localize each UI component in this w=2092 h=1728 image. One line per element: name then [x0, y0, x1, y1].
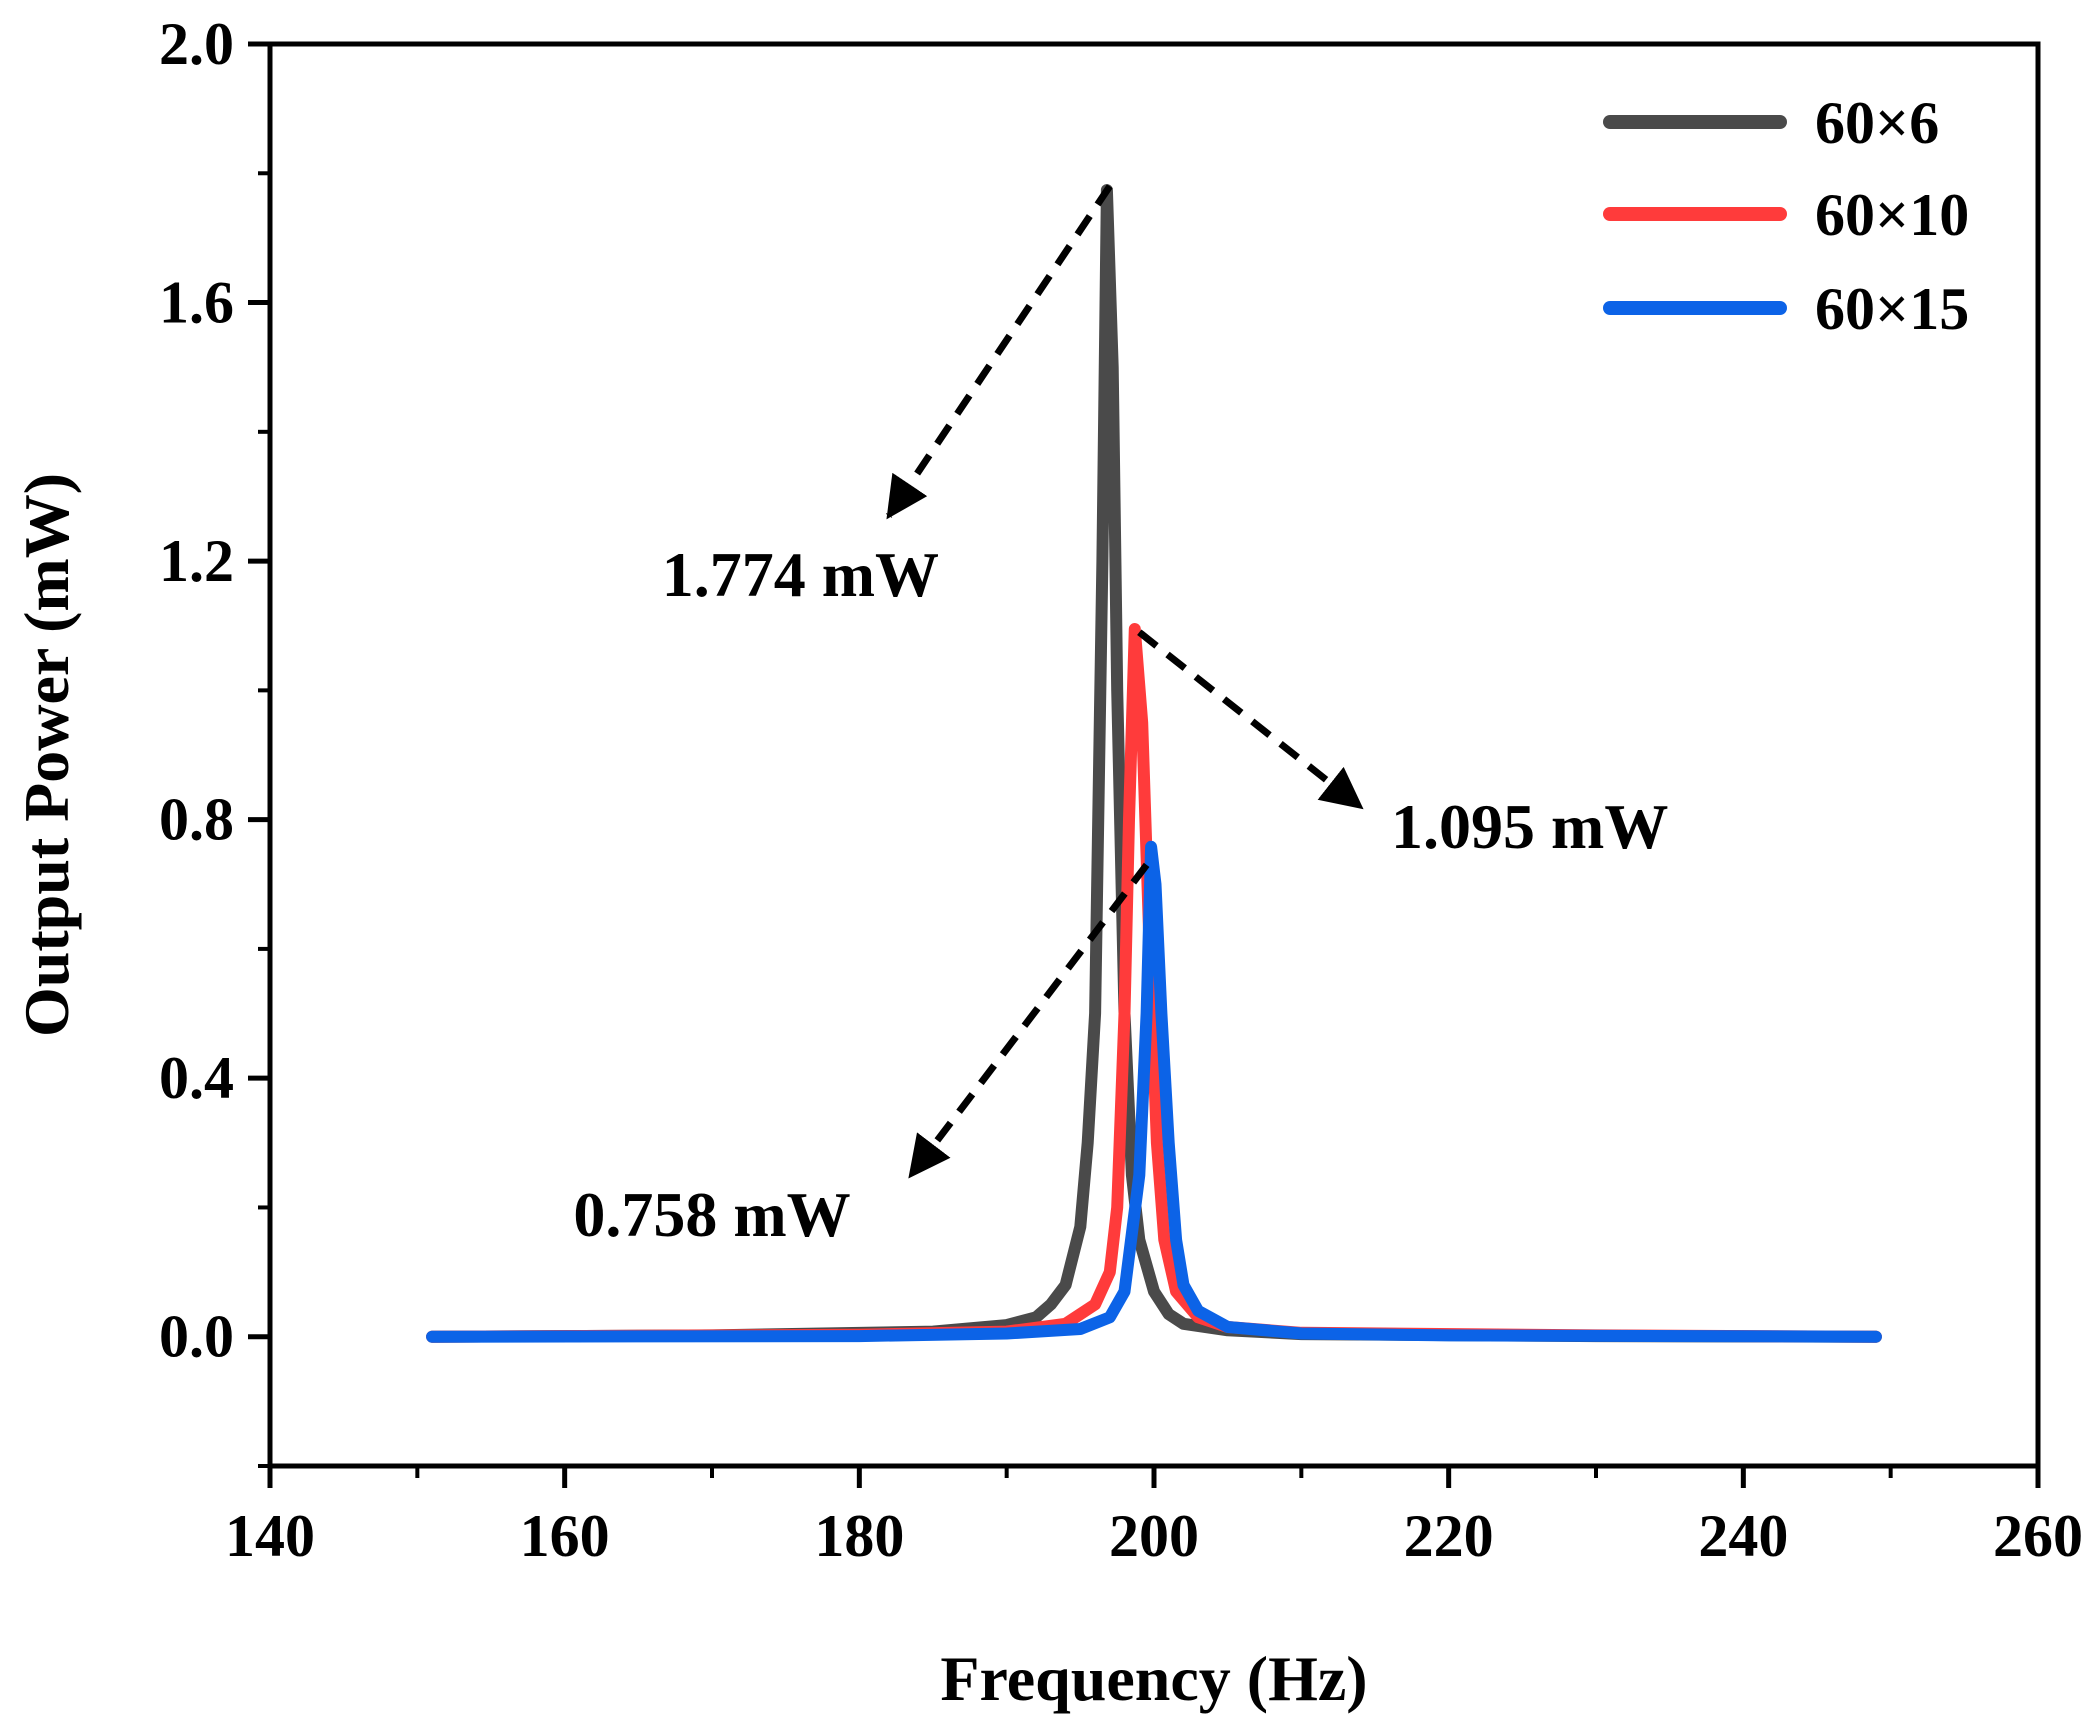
annotation-label-0: 1.774 mW	[662, 539, 939, 610]
y-axis-ticks: 0.0 0.4 0.8 1.2 1.6 2.0	[159, 11, 270, 1468]
x-tick-label: 180	[814, 1503, 904, 1569]
y-tick-label: 2.0	[159, 11, 234, 77]
plot-frame	[267, 41, 2041, 1469]
y-tick-label: 0.0	[159, 1304, 234, 1370]
x-axis-ticks: 140 160 180 200 220 240 260	[225, 1466, 2083, 1569]
x-tick-label: 260	[1993, 1503, 2083, 1569]
legend-label-60x10: 60×10	[1815, 182, 1969, 248]
y-tick-label: 1.2	[159, 528, 234, 594]
y-axis-title: Output Power (mW)	[11, 473, 82, 1037]
annotation-label-1: 1.095 mW	[1391, 791, 1668, 862]
y-tick-label: 1.6	[159, 270, 234, 336]
annotation-arrow-0	[885, 184, 1113, 520]
annotation-arrow-1	[1137, 629, 1364, 810]
x-tick-label: 200	[1109, 1503, 1199, 1569]
legend: 60×6 60×10 60×15	[1603, 90, 1969, 342]
series-layer	[426, 184, 1882, 1343]
x-tick-label: 240	[1698, 1503, 1788, 1569]
legend-label-60x6: 60×6	[1815, 90, 1939, 156]
y-tick-label: 0.8	[159, 787, 234, 853]
x-tick-label: 220	[1404, 1503, 1494, 1569]
series-line-0	[426, 184, 1882, 1343]
y-tick-label: 0.4	[159, 1045, 234, 1111]
annotation-arrow-2	[908, 862, 1150, 1179]
x-tick-label: 160	[520, 1503, 610, 1569]
series-line-2	[426, 840, 1882, 1343]
legend-label-60x15: 60×15	[1815, 276, 1969, 342]
annotation-label-2: 0.758 mW	[573, 1179, 850, 1250]
x-tick-label: 140	[225, 1503, 315, 1569]
x-axis-title: Frequency (Hz)	[940, 1643, 1367, 1714]
annotations-layer: 1.774 mW 1.095 mW 0.758 mW	[573, 184, 1668, 1250]
